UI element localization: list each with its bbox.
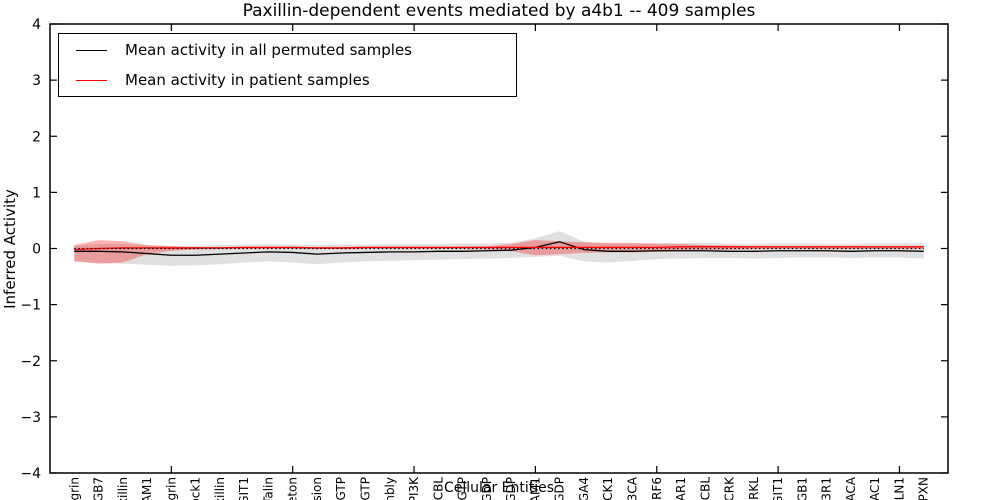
x-category-label: alpha4/beta1 Integrin/Paxillin/Talin/Act… — [286, 477, 300, 500]
x-category-label: mol:GTP — [456, 477, 470, 500]
x-category-label: alpha4/beta1 Integrin/Paxillin/Talin — [261, 477, 275, 500]
x-category-label: lamellipodium assembly — [383, 477, 397, 500]
x-category-label: PXN — [917, 477, 931, 500]
permuted-mean-line — [74, 241, 924, 256]
x-category-label: alpha4/beta1 Integrin/Paxillin/VCAM1 — [140, 477, 154, 500]
x-category-label: alpha4/beta7 Integrin — [67, 477, 81, 500]
x-category-label: mol:GDP — [553, 477, 567, 500]
patient-mean-line — [74, 246, 924, 251]
x-category-label: RAC1 — [868, 477, 882, 500]
permuted-line-swatch — [76, 49, 107, 51]
y-tick-label: 0 — [32, 242, 41, 258]
x-category-label: alpha4/beta1 Integrin/Paxillin/GIT1 — [237, 477, 251, 500]
chart-title: Paxillin-dependent events mediated by a4… — [242, 1, 756, 21]
x-category-label: ARF6/GTP — [359, 477, 373, 500]
y-tick-label: 2 — [32, 129, 41, 145]
legend-label-permuted: Mean activity in all permuted samples — [125, 41, 412, 59]
x-category-label: p130Cas/Crk/Dock1 — [189, 477, 203, 500]
x-category-label: CRKL — [747, 477, 761, 500]
x-category-label: Rac1/GDP — [504, 477, 518, 500]
x-category-label: cell adhesion — [310, 477, 324, 500]
x-category-label: CRKL/CBL — [431, 477, 445, 500]
legend-label-patient: Mean activity in patient samples — [125, 71, 370, 89]
legend-entry-patient: Mean activity in patient samples — [59, 65, 516, 95]
x-category-label: BCAR1 — [674, 477, 688, 500]
x-category-label: Rac1/GTP — [334, 477, 348, 500]
y-axis-title: Inferred Activity — [1, 189, 19, 309]
x-category-label: ITGB1 — [795, 477, 809, 500]
x-category-label: alpha4/beta1 Integrin/Paxillin — [213, 477, 227, 500]
y-tick-label: −2 — [20, 354, 41, 370]
x-category-label: PRKACA — [844, 476, 858, 500]
x-category-label: GIT1 — [771, 477, 785, 500]
x-axis-title: Cellular Entities — [443, 480, 555, 496]
x-category-label: TLN1 — [892, 477, 906, 500]
y-tick-label: −4 — [20, 466, 41, 482]
x-category-label: CRK — [723, 476, 737, 500]
y-tick-label: −3 — [20, 410, 41, 426]
patient-line-swatch — [76, 79, 107, 81]
legend: Mean activity in all permuted samples Me… — [58, 33, 517, 97]
x-category-label: VCAM1 — [528, 477, 542, 500]
x-category-label: CBL — [698, 477, 712, 500]
legend-entry-permuted: Mean activity in all permuted samples — [59, 35, 516, 65]
y-tick-label: 3 — [32, 73, 41, 89]
x-category-label: ARF6 — [650, 477, 664, 500]
x-category-label: PIK3R1 — [820, 477, 834, 500]
x-category-label: ARF6/GDP — [480, 477, 494, 500]
x-category-label: alpha4/beta1 Integrin — [164, 477, 178, 500]
x-category-label: DOCK1 — [601, 477, 615, 500]
y-tick-label: 4 — [32, 17, 41, 33]
x-category-label: PI3K — [407, 476, 421, 500]
y-tick-label: 1 — [32, 185, 41, 201]
y-tick-label: −1 — [20, 298, 41, 314]
patient-band — [74, 240, 924, 264]
x-category-label: alpha4/beta7 Integrin/Paxillin — [116, 477, 130, 500]
x-category-label: PIK3CA — [625, 476, 639, 500]
x-category-label: ITGA4 — [577, 477, 591, 500]
permuted-band — [74, 231, 924, 266]
x-category-label: ITGB7 — [92, 477, 106, 500]
